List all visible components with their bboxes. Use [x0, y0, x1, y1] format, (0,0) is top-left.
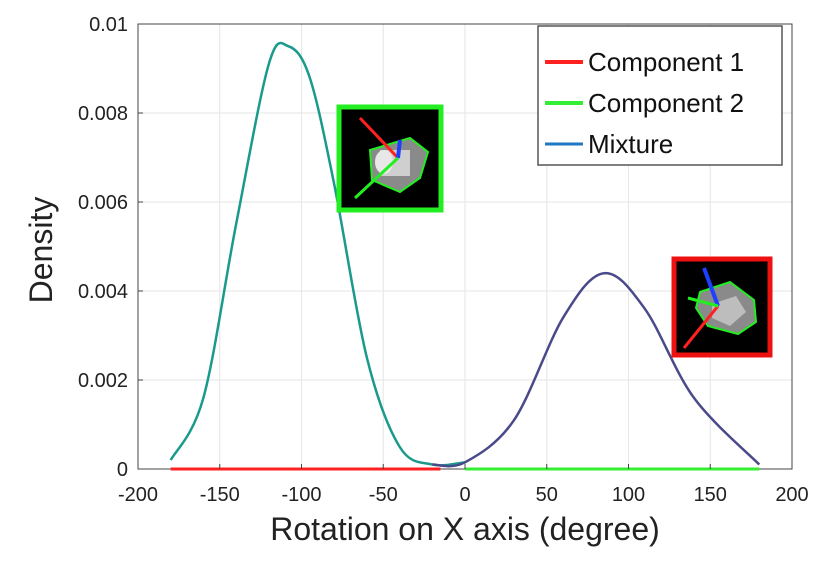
x-tick-label-5: 50 — [536, 484, 558, 506]
x-axis-ticks: -200 -150 -100 -50 0 50 100 150 200 — [118, 464, 809, 506]
legend-label-component-1: Component 1 — [588, 47, 744, 77]
component-1-pose-thumbnail — [671, 256, 773, 358]
y-tick-label-0: 0 — [117, 459, 128, 481]
y-tick-label-5: 0.01 — [89, 14, 128, 36]
y-tick-label-4: 0.008 — [78, 103, 128, 125]
series-mixture-right-lobe — [432, 271, 761, 468]
y-tick-label-2: 0.004 — [78, 281, 128, 303]
series-mixture-left-lobe — [169, 41, 466, 467]
x-tick-label-7: 150 — [694, 484, 727, 506]
component-2-pose-thumbnail — [336, 104, 444, 213]
x-tick-label-3: -50 — [369, 484, 398, 506]
y-tick-label-1: 0.002 — [78, 370, 128, 392]
x-tick-label-8: 200 — [775, 484, 808, 506]
x-tick-label-6: 100 — [612, 484, 645, 506]
x-tick-label-4: 0 — [459, 484, 470, 506]
x-tick-label-0: -200 — [118, 484, 158, 506]
legend: Component 1 Component 2 Mixture — [537, 25, 783, 166]
legend-label-component-2: Component 2 — [588, 88, 744, 118]
y-tick-label-3: 0.006 — [78, 192, 128, 214]
y-axis-label: Density — [23, 197, 59, 304]
y-axis-ticks: 0 0.002 0.004 0.006 0.008 0.01 — [78, 14, 143, 481]
x-tick-label-2: -100 — [281, 484, 321, 506]
legend-label-mixture: Mixture — [588, 129, 673, 159]
x-tick-label-1: -150 — [200, 484, 240, 506]
x-axis-label: Rotation on X axis (degree) — [270, 511, 660, 547]
